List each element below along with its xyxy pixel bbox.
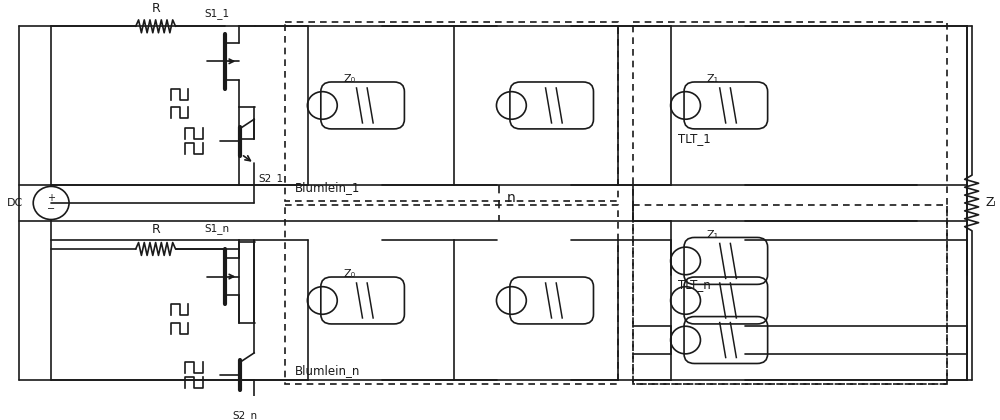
Bar xyxy=(633,22,947,384)
Text: −: − xyxy=(47,205,55,214)
Text: R: R xyxy=(151,223,160,236)
Text: S2_n: S2_n xyxy=(233,410,258,420)
Bar xyxy=(285,22,618,201)
Text: TLT_1: TLT_1 xyxy=(678,132,711,145)
Bar xyxy=(633,205,947,384)
Text: TLT_n: TLT_n xyxy=(678,278,711,291)
Text: S1_1: S1_1 xyxy=(205,8,230,19)
Text: S1_n: S1_n xyxy=(205,223,230,234)
Text: Z₀: Z₀ xyxy=(344,74,356,84)
Text: R: R xyxy=(151,2,160,15)
Text: Z₁: Z₁ xyxy=(707,74,719,84)
Text: S2_1: S2_1 xyxy=(258,173,283,184)
Text: +: + xyxy=(47,193,55,203)
Text: Zₗ: Zₗ xyxy=(986,197,996,210)
Text: Blumlein_n: Blumlein_n xyxy=(295,364,360,377)
Text: DC: DC xyxy=(7,198,23,208)
Text: n: n xyxy=(507,192,516,205)
Text: Z₀: Z₀ xyxy=(344,269,356,279)
Bar xyxy=(285,205,618,384)
Text: Z₁: Z₁ xyxy=(707,230,719,240)
Text: Blumlein_1: Blumlein_1 xyxy=(295,181,360,194)
